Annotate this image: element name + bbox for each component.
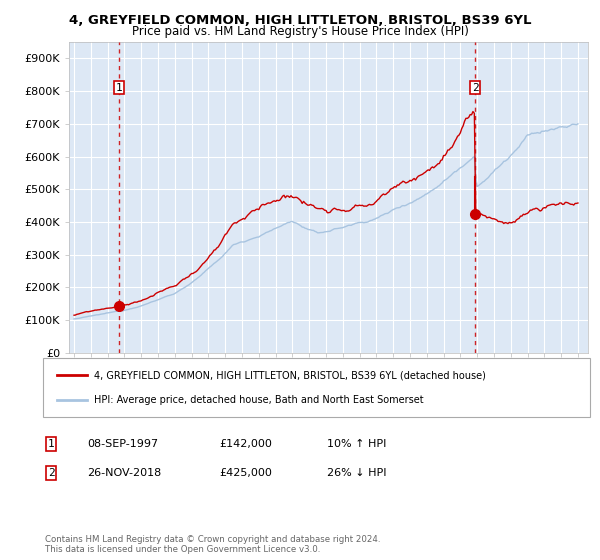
- Text: 10% ↑ HPI: 10% ↑ HPI: [327, 439, 386, 449]
- Text: HPI: Average price, detached house, Bath and North East Somerset: HPI: Average price, detached house, Bath…: [94, 395, 424, 405]
- Text: Contains HM Land Registry data © Crown copyright and database right 2024.
This d: Contains HM Land Registry data © Crown c…: [45, 535, 380, 554]
- Text: 4, GREYFIELD COMMON, HIGH LITTLETON, BRISTOL, BS39 6YL: 4, GREYFIELD COMMON, HIGH LITTLETON, BRI…: [69, 14, 531, 27]
- Text: 08-SEP-1997: 08-SEP-1997: [87, 439, 158, 449]
- Text: 4, GREYFIELD COMMON, HIGH LITTLETON, BRISTOL, BS39 6YL (detached house): 4, GREYFIELD COMMON, HIGH LITTLETON, BRI…: [94, 370, 486, 380]
- Text: 26% ↓ HPI: 26% ↓ HPI: [327, 468, 386, 478]
- Text: 2: 2: [472, 83, 479, 93]
- Text: 1: 1: [116, 83, 122, 93]
- Text: Price paid vs. HM Land Registry's House Price Index (HPI): Price paid vs. HM Land Registry's House …: [131, 25, 469, 38]
- Text: £142,000: £142,000: [219, 439, 272, 449]
- Text: 1: 1: [47, 439, 55, 449]
- Text: 26-NOV-2018: 26-NOV-2018: [87, 468, 161, 478]
- Text: 2: 2: [47, 468, 55, 478]
- Text: £425,000: £425,000: [219, 468, 272, 478]
